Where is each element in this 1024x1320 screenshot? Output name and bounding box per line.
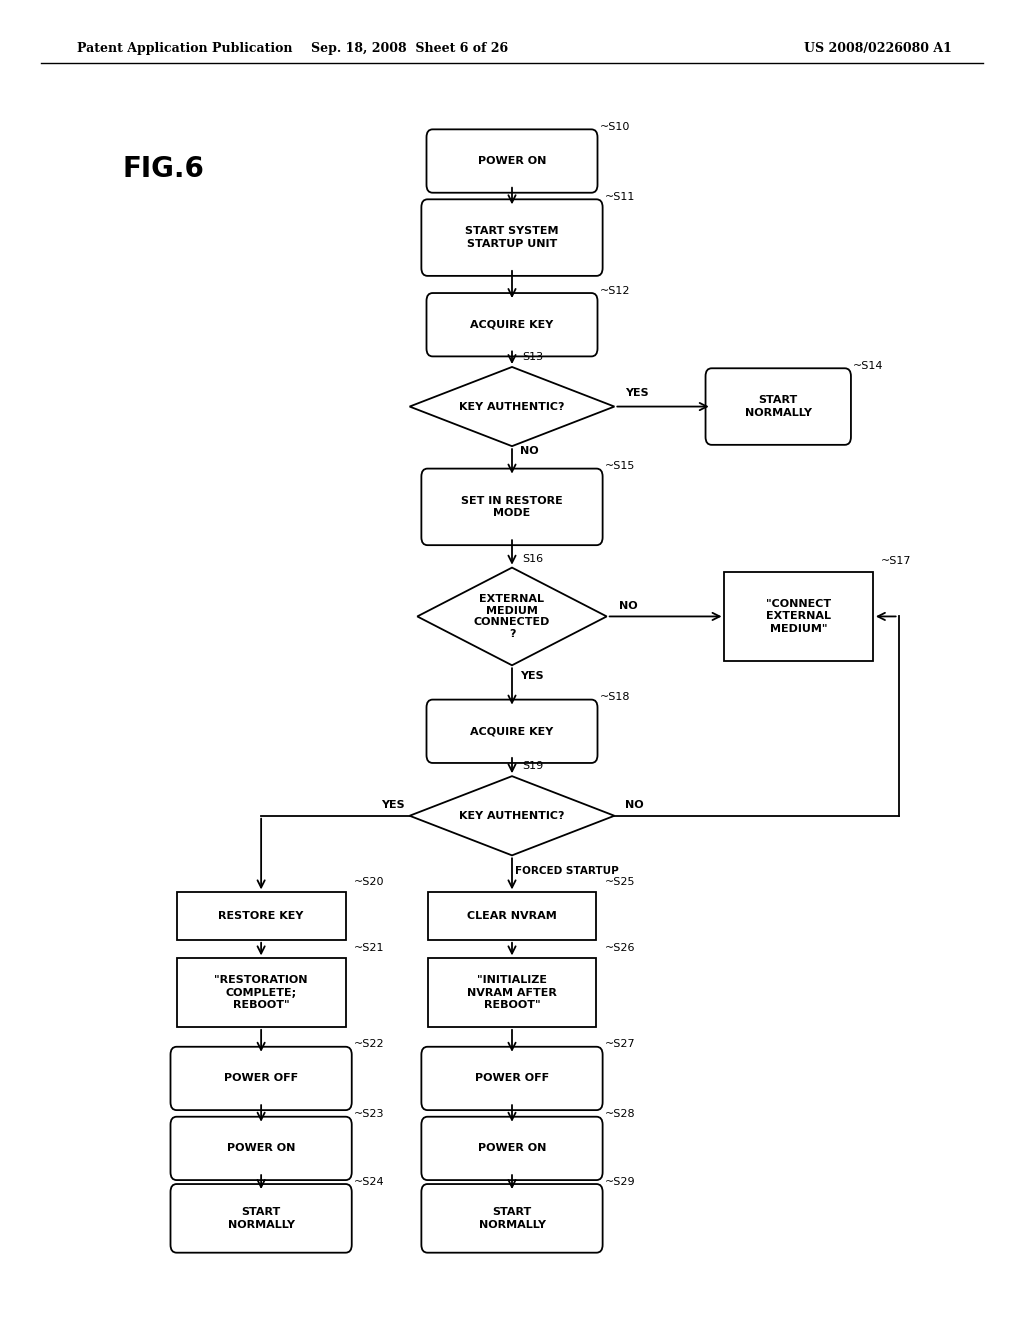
FancyBboxPatch shape	[422, 1047, 602, 1110]
Bar	[428, 958, 596, 1027]
Text: POWER ON: POWER ON	[478, 156, 546, 166]
Text: POWER ON: POWER ON	[227, 1143, 295, 1154]
Text: "CONNECT
EXTERNAL
MEDIUM": "CONNECT EXTERNAL MEDIUM"	[766, 599, 831, 634]
Text: ~S20: ~S20	[354, 876, 384, 887]
Text: YES: YES	[381, 800, 404, 810]
Bar	[725, 572, 872, 661]
Text: FIG.6: FIG.6	[123, 154, 205, 183]
Text: ~S28: ~S28	[604, 1109, 635, 1119]
FancyBboxPatch shape	[422, 1184, 602, 1253]
Text: START
NORMALLY: START NORMALLY	[227, 1208, 295, 1229]
Text: YES: YES	[625, 388, 648, 399]
Text: ~S10: ~S10	[600, 121, 630, 132]
Text: ~S21: ~S21	[354, 942, 384, 953]
Bar	[176, 958, 346, 1027]
FancyBboxPatch shape	[426, 293, 598, 356]
Text: ~S18: ~S18	[600, 692, 630, 702]
Text: ~S17: ~S17	[881, 556, 911, 566]
FancyBboxPatch shape	[422, 1117, 602, 1180]
Text: ~S12: ~S12	[600, 285, 630, 296]
Text: "INITIALIZE
NVRAM AFTER
REBOOT": "INITIALIZE NVRAM AFTER REBOOT"	[467, 975, 557, 1010]
FancyBboxPatch shape	[426, 129, 598, 193]
Text: POWER OFF: POWER OFF	[475, 1073, 549, 1084]
Polygon shape	[410, 776, 614, 855]
Text: NO: NO	[625, 800, 643, 810]
Text: NO: NO	[520, 446, 539, 455]
Text: ~S22: ~S22	[354, 1039, 384, 1049]
Text: ~S24: ~S24	[354, 1176, 384, 1187]
Bar	[428, 892, 596, 940]
Text: KEY AUTHENTIC?: KEY AUTHENTIC?	[459, 401, 565, 412]
Text: S19: S19	[522, 760, 544, 771]
FancyBboxPatch shape	[426, 700, 598, 763]
Text: S16: S16	[522, 553, 544, 564]
Text: CLEAR NVRAM: CLEAR NVRAM	[467, 911, 557, 921]
Text: ~S23: ~S23	[354, 1109, 384, 1119]
FancyBboxPatch shape	[170, 1117, 352, 1180]
Text: Patent Application Publication: Patent Application Publication	[77, 42, 292, 55]
Text: YES: YES	[520, 671, 544, 681]
Text: KEY AUTHENTIC?: KEY AUTHENTIC?	[459, 810, 565, 821]
Polygon shape	[418, 568, 606, 665]
Text: ~S25: ~S25	[604, 876, 635, 887]
Text: "RESTORATION
COMPLETE;
REBOOT": "RESTORATION COMPLETE; REBOOT"	[214, 975, 308, 1010]
FancyBboxPatch shape	[170, 1047, 352, 1110]
FancyBboxPatch shape	[706, 368, 851, 445]
FancyBboxPatch shape	[170, 1184, 352, 1253]
Text: POWER OFF: POWER OFF	[224, 1073, 298, 1084]
Text: ~S27: ~S27	[604, 1039, 635, 1049]
Text: START
NORMALLY: START NORMALLY	[744, 396, 812, 417]
Text: NO: NO	[618, 601, 638, 611]
Text: START SYSTEM
STARTUP UNIT: START SYSTEM STARTUP UNIT	[465, 227, 559, 248]
FancyBboxPatch shape	[422, 469, 602, 545]
Text: POWER ON: POWER ON	[478, 1143, 546, 1154]
Text: ACQUIRE KEY: ACQUIRE KEY	[470, 726, 554, 737]
FancyBboxPatch shape	[422, 199, 602, 276]
Text: ~S15: ~S15	[604, 461, 635, 471]
Text: Sep. 18, 2008  Sheet 6 of 26: Sep. 18, 2008 Sheet 6 of 26	[311, 42, 508, 55]
Text: S13: S13	[522, 351, 544, 362]
Text: ~S29: ~S29	[604, 1176, 635, 1187]
Bar	[176, 892, 346, 940]
Text: FORCED STARTUP: FORCED STARTUP	[515, 866, 618, 876]
Text: ACQUIRE KEY: ACQUIRE KEY	[470, 319, 554, 330]
Text: RESTORE KEY: RESTORE KEY	[218, 911, 304, 921]
Text: ~S26: ~S26	[604, 942, 635, 953]
Text: US 2008/0226080 A1: US 2008/0226080 A1	[805, 42, 952, 55]
Text: EXTERNAL
MEDIUM
CONNECTED
?: EXTERNAL MEDIUM CONNECTED ?	[474, 594, 550, 639]
Text: ~S11: ~S11	[604, 191, 635, 202]
Polygon shape	[410, 367, 614, 446]
Text: SET IN RESTORE
MODE: SET IN RESTORE MODE	[461, 496, 563, 517]
Text: ~S14: ~S14	[853, 360, 884, 371]
Text: START
NORMALLY: START NORMALLY	[478, 1208, 546, 1229]
